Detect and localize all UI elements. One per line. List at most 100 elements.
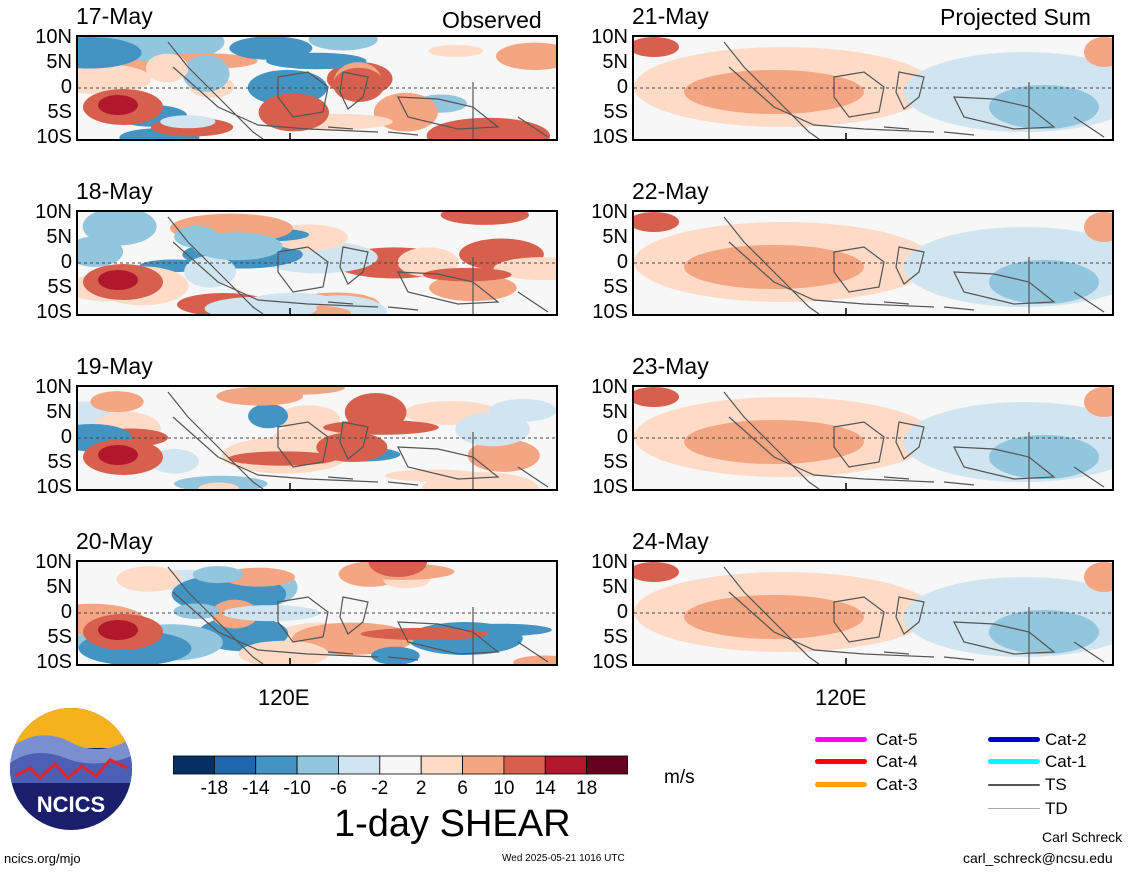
footer-url: ncics.org/mjo <box>4 851 81 866</box>
coastline <box>517 641 549 663</box>
coastline <box>953 446 1056 480</box>
coastline <box>728 241 935 308</box>
shear-contour <box>98 95 138 115</box>
lat-label: 10N <box>35 376 72 398</box>
shear-contour <box>1084 37 1112 67</box>
coastline <box>517 466 549 488</box>
shear-map <box>76 385 558 491</box>
coastline <box>387 131 419 136</box>
coastline <box>723 216 820 314</box>
shear-contour <box>495 42 556 70</box>
shear-contour <box>333 67 385 102</box>
shear-contour <box>989 610 1099 654</box>
shear-contour <box>229 37 313 60</box>
lat-label: 5N <box>602 51 628 73</box>
lat-label: 10N <box>591 201 628 223</box>
coastline <box>277 596 329 643</box>
shear-map <box>632 210 1114 316</box>
coastline <box>943 131 975 136</box>
colorbar-tick-label: 6 <box>457 778 468 799</box>
coastline <box>167 41 264 139</box>
lat-label: 5S <box>603 626 628 648</box>
lat-label: 5N <box>602 401 628 423</box>
legend-label-cat-5: Cat-5 <box>876 730 918 749</box>
legend-label-td: TD <box>1045 799 1068 818</box>
coastline <box>833 421 885 468</box>
lat-label: 10S <box>36 651 72 673</box>
lat-label: 5S <box>603 101 628 123</box>
legend-line-cat-4 <box>815 759 867 764</box>
coastline <box>728 416 935 483</box>
shear-contour <box>1084 387 1112 417</box>
coastline <box>883 126 910 130</box>
shear-contour <box>440 212 529 225</box>
shear-contour <box>989 85 1099 129</box>
coastline <box>277 421 329 468</box>
coastline <box>883 301 910 305</box>
lat-label: 10S <box>36 301 72 323</box>
lat-label: 5N <box>602 226 628 248</box>
panel-date: 20-May <box>76 528 153 554</box>
shear-contour <box>428 44 484 57</box>
coastline <box>397 621 500 655</box>
coastline <box>723 566 820 664</box>
shear-contour <box>90 391 144 413</box>
shear-contour <box>116 566 182 592</box>
coastline <box>327 126 354 130</box>
shear-contour <box>228 451 338 466</box>
shear-contour <box>248 403 289 429</box>
coastline <box>943 306 975 311</box>
lat-label: 5N <box>46 226 72 248</box>
shear-map <box>632 35 1114 141</box>
shear-contour <box>145 53 189 83</box>
colorbar-swatch <box>379 755 422 775</box>
legend-label-cat-2: Cat-2 <box>1045 730 1087 749</box>
coastline <box>895 421 925 460</box>
coastline <box>397 446 500 480</box>
shear-contour <box>216 387 304 406</box>
shear-contour <box>78 63 152 95</box>
coastline <box>895 596 925 635</box>
shear-contour <box>1084 212 1112 242</box>
shear-contour <box>98 270 138 290</box>
shear-contour <box>173 603 220 620</box>
shear-contour <box>634 212 679 232</box>
coastline <box>327 651 354 655</box>
shear-contour <box>174 225 219 248</box>
observed-header: Observed <box>442 7 542 33</box>
coastline <box>387 306 419 311</box>
lat-label: 10S <box>36 126 72 148</box>
lat-label: 0 <box>616 251 628 273</box>
colorbar-swatch <box>338 755 381 775</box>
coastline <box>943 481 975 486</box>
units-label: m/s <box>664 767 695 788</box>
coastline <box>895 246 925 285</box>
colorbar-tick-label: -18 <box>200 778 229 799</box>
coastline <box>728 591 935 658</box>
panel-date: 18-May <box>76 178 153 204</box>
coastline <box>1073 116 1105 138</box>
coastline <box>172 416 379 483</box>
coastline <box>833 71 885 118</box>
shear-map <box>632 385 1114 491</box>
shear-contour <box>634 387 679 407</box>
coastline <box>327 301 354 305</box>
shear-contour <box>467 439 540 472</box>
shear-contour <box>160 115 216 129</box>
colorbar <box>172 755 629 780</box>
lat-label: 0 <box>60 251 72 273</box>
lat-label: 10N <box>35 26 72 48</box>
legend-line-cat-2 <box>988 737 1040 742</box>
field-title: 1-day SHEAR <box>334 803 571 845</box>
legend-label-cat-1: Cat-1 <box>1045 752 1087 771</box>
lat-label: 10N <box>35 551 72 573</box>
lat-label: 5S <box>603 276 628 298</box>
coastline <box>883 651 910 655</box>
coastline <box>339 421 369 460</box>
lat-label: 5N <box>46 401 72 423</box>
shear-contour <box>989 435 1099 479</box>
shear-contour <box>323 420 439 435</box>
coastline <box>172 66 379 133</box>
shear-contour <box>198 482 240 489</box>
coastline <box>723 41 820 139</box>
